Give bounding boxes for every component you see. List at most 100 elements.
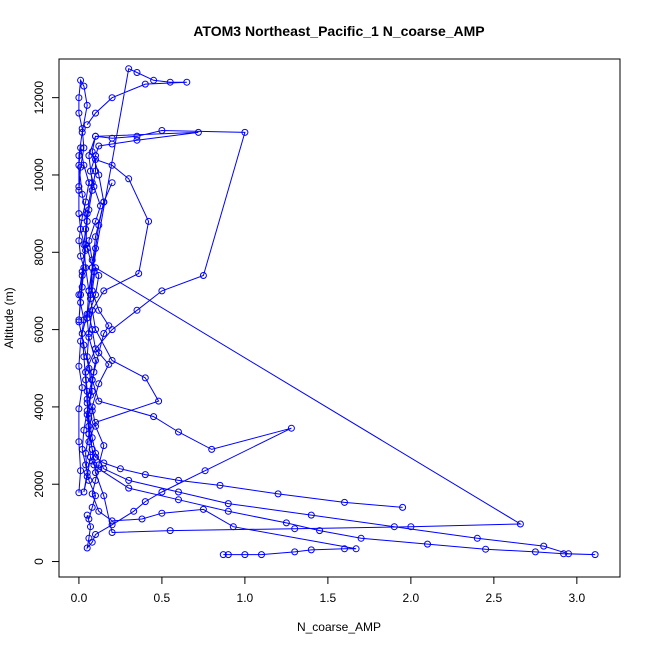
chart-title: ATOM3 Northeast_Pacific_1 N_coarse_AMP (193, 23, 484, 39)
data-point (208, 445, 216, 453)
data-point (83, 101, 91, 109)
data-point (341, 545, 348, 553)
data-point (133, 306, 141, 314)
data-point (100, 287, 108, 295)
series-3 (75, 76, 91, 497)
x-tick-label: 3.0 (569, 591, 586, 605)
data-point (88, 287, 96, 295)
series-line (85, 158, 596, 556)
data-point (352, 545, 360, 553)
y-tick-label: 6000 (32, 316, 46, 343)
data-point (77, 144, 85, 152)
data-point (150, 76, 158, 84)
x-tick-label: 0.5 (154, 591, 171, 605)
data-point (92, 453, 99, 461)
x-axis: 0.0 0.5 1.0 1.5 2.0 2.5 3.0 (71, 576, 586, 605)
data-point (399, 503, 407, 511)
data-point (88, 306, 96, 314)
data-point (80, 82, 88, 90)
data-point (145, 217, 153, 225)
data-point (77, 252, 85, 260)
data-point (78, 214, 86, 221)
data-point (92, 264, 99, 272)
data-point (83, 399, 91, 407)
data-point (90, 183, 98, 191)
data-point (75, 318, 83, 326)
data-point (201, 467, 209, 475)
data-point (85, 476, 93, 484)
data-point (108, 179, 116, 187)
data-point (175, 488, 182, 496)
data-point (108, 94, 116, 102)
data-point (82, 241, 90, 249)
data-point (85, 515, 93, 523)
data-point (95, 142, 103, 150)
data-point (100, 330, 108, 337)
data-point (75, 237, 83, 245)
data-point (125, 484, 133, 492)
data-point (85, 534, 93, 542)
data-point (194, 128, 202, 136)
data-point (75, 405, 83, 413)
data-point (90, 368, 98, 376)
series-line (81, 182, 523, 534)
data-point (241, 551, 249, 559)
data-point (75, 438, 83, 446)
data-point (424, 540, 431, 548)
data-point (282, 519, 290, 527)
data-point (141, 498, 149, 506)
data-point (141, 80, 149, 88)
data-point (473, 534, 481, 542)
data-point (166, 527, 174, 535)
data-point (158, 287, 166, 295)
data-point (77, 291, 85, 299)
data-point (92, 156, 99, 163)
data-point (80, 264, 88, 272)
series-5 (75, 144, 99, 523)
data-point (175, 496, 182, 504)
data-point (591, 551, 599, 559)
x-axis-label: N_coarse_AMP (297, 620, 381, 634)
data-point (158, 488, 166, 496)
data-point (85, 364, 93, 372)
data-point (75, 183, 83, 191)
data-point (83, 217, 91, 225)
data-point (83, 544, 91, 552)
data-point (241, 128, 249, 136)
data-point (78, 272, 86, 279)
data-point (158, 509, 166, 517)
data-point (80, 488, 88, 496)
data-point (92, 492, 99, 500)
data-point (216, 481, 224, 489)
data-point (130, 507, 138, 515)
data-point (92, 233, 99, 241)
data-point (88, 387, 96, 395)
data-point (141, 374, 149, 382)
x-tick-label: 1.5 (320, 591, 337, 605)
data-point (135, 270, 143, 277)
data-point (407, 523, 415, 531)
data-point (78, 128, 86, 136)
data-point (75, 109, 83, 117)
data-point (85, 430, 93, 438)
data-point (540, 542, 548, 550)
data-point (482, 545, 490, 553)
data-point (95, 380, 103, 388)
data-point (92, 326, 99, 334)
data-point (150, 413, 158, 421)
y-tick-label: 2000 (32, 471, 46, 498)
data-point (87, 523, 94, 531)
data-point (105, 322, 113, 330)
series-line (78, 147, 97, 520)
series-line (78, 78, 88, 493)
data-point (92, 244, 99, 252)
data-point (357, 534, 365, 542)
data-point (85, 206, 93, 214)
data-point (82, 225, 90, 233)
data-point (88, 445, 96, 453)
data-point (75, 316, 83, 324)
data-point (95, 397, 103, 405)
data-point (92, 109, 99, 117)
